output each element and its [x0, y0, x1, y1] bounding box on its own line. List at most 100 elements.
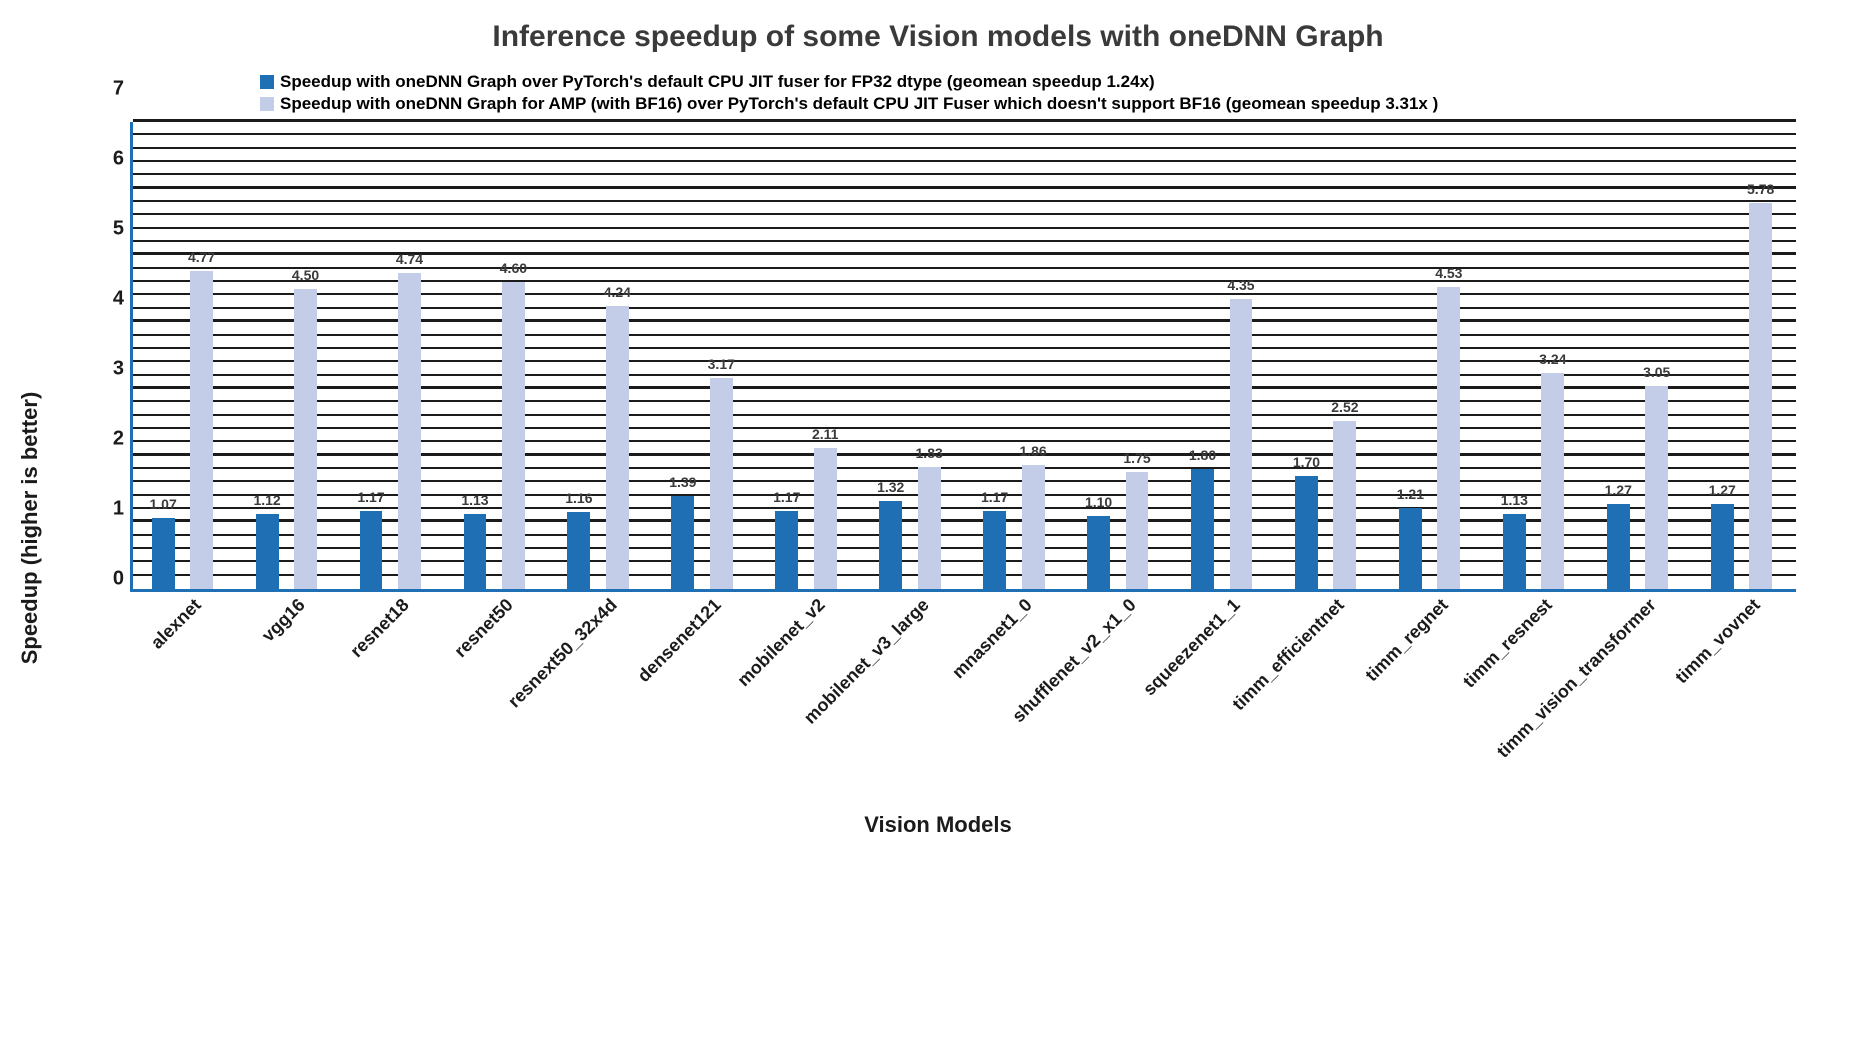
legend-row: Speedup with oneDNN Graph over PyTorch's… [260, 72, 1836, 92]
legend-label: Speedup with oneDNN Graph over PyTorch's… [280, 72, 1155, 92]
bar: 1.75 [1126, 472, 1149, 589]
bar-value-label: 1.75 [1123, 450, 1150, 466]
y-tick-label: 1 [113, 498, 124, 521]
x-category-label: squeezenet1_1 [1139, 595, 1244, 700]
bar-value-label: 4.74 [396, 251, 423, 267]
bar-value-label: 5.78 [1747, 181, 1774, 197]
bar: 4.60 [502, 282, 525, 589]
bar: 1.13 [464, 514, 487, 589]
bar-value-label: 1.80 [1189, 447, 1216, 463]
bar: 4.53 [1437, 287, 1460, 589]
bar-group: 1.273.05timm_vision_transformer [1588, 122, 1692, 589]
plot-area: 1.074.77alexnet1.124.50vgg161.174.74resn… [130, 122, 1796, 592]
bar-group: 1.702.52timm_efficientnet [1276, 122, 1380, 589]
bar: 4.24 [606, 306, 629, 589]
y-tick-label: 2 [113, 428, 124, 451]
bar: 1.80 [1191, 469, 1214, 589]
bar-group: 1.171.86mnasnet1_0 [965, 122, 1069, 589]
bar-group: 1.275.78timm_vovnet [1692, 122, 1796, 589]
chart-title: Inference speedup of some Vision models … [40, 20, 1836, 54]
bar: 1.17 [360, 511, 383, 589]
bar-value-label: 1.27 [1605, 482, 1632, 498]
x-category-label: timm_efficientnet [1229, 595, 1349, 715]
bar-value-label: 1.17 [773, 489, 800, 505]
bar: 5.78 [1749, 203, 1772, 589]
bar-value-label: 1.17 [981, 489, 1008, 505]
bar: 1.07 [152, 518, 175, 589]
bar-value-label: 4.77 [188, 249, 215, 265]
bar: 1.27 [1711, 504, 1734, 589]
bar-value-label: 4.50 [292, 267, 319, 283]
bar-group: 1.172.11mobilenet_v2 [757, 122, 861, 589]
bar-value-label: 4.60 [500, 260, 527, 276]
bar-group: 1.164.24resnext50_32x4d [549, 122, 653, 589]
bar: 1.16 [567, 512, 590, 589]
bar-value-label: 1.39 [669, 474, 696, 490]
bar: 1.70 [1295, 476, 1318, 589]
bar-value-label: 1.83 [916, 445, 943, 461]
legend-label: Speedup with oneDNN Graph for AMP (with … [280, 94, 1438, 114]
y-tick-label: 0 [113, 568, 124, 591]
bar-value-label: 1.07 [150, 496, 177, 512]
bar-group: 1.134.60resnet50 [445, 122, 549, 589]
bar-value-label: 1.12 [253, 492, 280, 508]
bar: 1.12 [256, 514, 279, 589]
bar-group: 1.321.83mobilenet_v3_large [861, 122, 965, 589]
x-category-label: resnet18 [346, 595, 413, 662]
bar-value-label: 4.35 [1227, 277, 1254, 293]
bar-value-label: 2.11 [812, 426, 838, 442]
bar-value-label: 1.27 [1709, 482, 1736, 498]
y-tick-label: 4 [113, 288, 124, 311]
bar: 4.77 [190, 271, 213, 589]
bar: 3.17 [710, 378, 733, 589]
bar-group: 1.074.77alexnet [133, 122, 237, 589]
bar-value-label: 1.10 [1085, 494, 1112, 510]
x-category-label: vgg16 [258, 595, 310, 647]
x-category-label: timm_regnet [1361, 595, 1452, 686]
bar-value-label: 3.24 [1539, 351, 1566, 367]
bar: 1.17 [775, 511, 798, 589]
y-tick-label: 5 [113, 218, 124, 241]
bar-value-label: 1.21 [1397, 486, 1424, 502]
x-category-label: timm_resnest [1459, 595, 1557, 693]
bar-value-label: 2.52 [1331, 399, 1358, 415]
x-category-label: alexnet [147, 595, 206, 654]
bar: 1.13 [1503, 514, 1526, 589]
bar: 1.83 [918, 467, 941, 589]
bar-value-label: 1.13 [1501, 492, 1528, 508]
bar-value-label: 1.16 [565, 490, 592, 506]
y-tick-label: 6 [113, 148, 124, 171]
bar: 1.21 [1399, 508, 1422, 589]
legend-swatch-series-2 [260, 97, 274, 111]
legend-row: Speedup with oneDNN Graph for AMP (with … [260, 94, 1836, 114]
bar-value-label: 3.05 [1643, 364, 1670, 380]
bar: 1.27 [1607, 504, 1630, 589]
y-axis: 01234567 [88, 112, 124, 602]
bar-group: 1.101.75shufflenet_v2_x1_0 [1068, 122, 1172, 589]
x-category-label: timm_vovnet [1671, 595, 1764, 688]
bar-value-label: 1.13 [461, 492, 488, 508]
bar-group: 1.214.53timm_regnet [1380, 122, 1484, 589]
bar: 1.10 [1087, 516, 1110, 589]
bar: 4.50 [294, 289, 317, 589]
bar: 2.11 [814, 448, 837, 589]
bar-group: 1.804.35squeezenet1_1 [1172, 122, 1276, 589]
bar-value-label: 1.17 [357, 489, 384, 505]
bar: 4.74 [398, 273, 421, 589]
bar: 2.52 [1333, 421, 1356, 589]
bar: 1.17 [983, 511, 1006, 589]
bar-value-label: 4.53 [1435, 265, 1462, 281]
bar: 3.24 [1541, 373, 1564, 589]
bar: 1.86 [1022, 465, 1045, 589]
bar-group: 1.393.17densenet121 [653, 122, 757, 589]
x-category-label: mobilenet_v2 [733, 595, 829, 691]
y-axis-label: Speedup (higher is better) [17, 391, 43, 664]
bar-group: 1.124.50vgg16 [237, 122, 341, 589]
bar: 1.32 [879, 501, 902, 589]
x-axis-label: Vision Models [40, 812, 1836, 838]
bars-container: 1.074.77alexnet1.124.50vgg161.174.74resn… [133, 122, 1796, 589]
y-tick-label: 3 [113, 358, 124, 381]
x-category-label: resnext50_32x4d [504, 595, 621, 712]
bar-value-label: 1.86 [1019, 443, 1046, 459]
legend-swatch-series-1 [260, 75, 274, 89]
